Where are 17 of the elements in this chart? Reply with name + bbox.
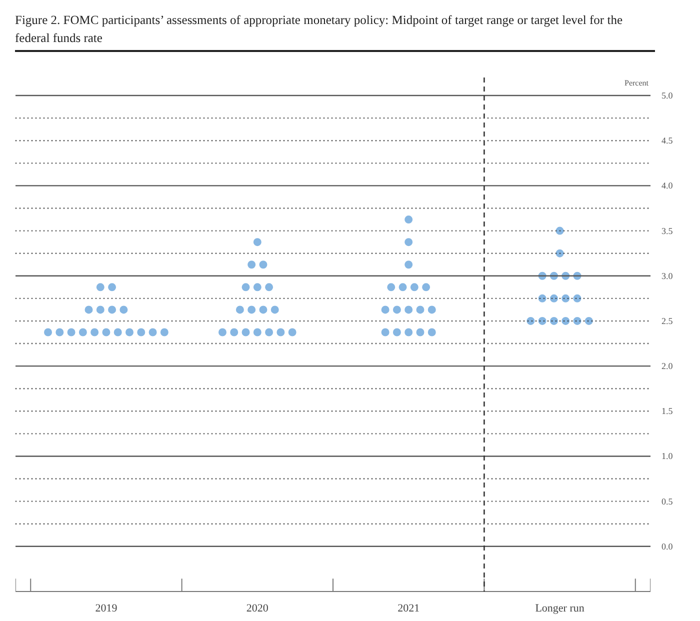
y-tick-label: 2.5 [662, 316, 674, 326]
x-tick-label: 2021 [398, 602, 420, 614]
y-tick-label: 3.5 [662, 226, 674, 236]
chart-title: Figure 2. FOMC participants’ assessments of appropriate monetary policy: Midpoint of target range or target level for the federal funds rate [15, 12, 655, 52]
x-tick-label: 2020 [246, 602, 269, 614]
y-tick-label: 1.5 [662, 406, 674, 416]
x-tick-label: Longer run [535, 602, 585, 614]
y-tick-label: 0.0 [662, 541, 674, 552]
x-tick-label: 2019 [95, 602, 118, 614]
y-tick-label: 0.5 [662, 496, 674, 506]
y-tick-label: 1.0 [662, 451, 674, 462]
y-axis-title: Percent [624, 78, 650, 88]
y-tick-label: 5.0 [662, 90, 674, 101]
y-tick-label: 4.5 [662, 136, 674, 146]
y-tick-label: 2.0 [662, 361, 674, 372]
y-tick-label: 3.0 [662, 270, 674, 281]
y-tick-label: 4.0 [662, 180, 674, 191]
